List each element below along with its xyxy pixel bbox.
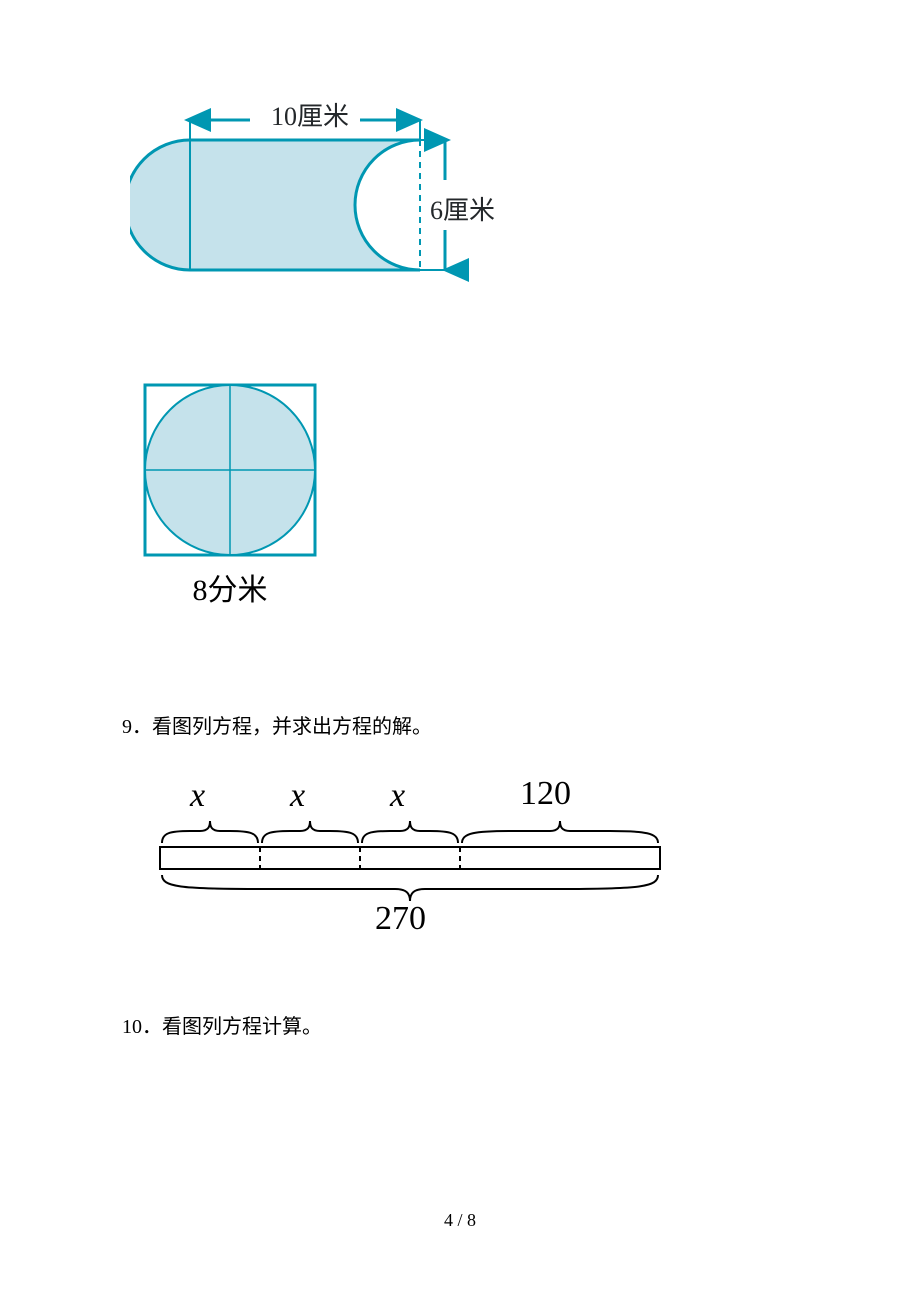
problem-9-line: 9．看图列方程，并求出方程的解。 [122,710,432,739]
page-number: 4 / 8 [0,1210,920,1231]
tape-diagram: x x x 120 270 [140,775,700,955]
stadium-right-label: 6厘米 [430,190,495,227]
astroid-svg [140,380,320,560]
figure-astroid: 8分米 [140,380,340,620]
figure-stadium: 10厘米 6厘米 [130,100,530,320]
problem-9-text: 看图列方程，并求出方程的解。 [152,716,432,738]
tape-x2: x [290,777,305,815]
bottom-brace [162,875,658,901]
stadium-top-label: 10厘米 [250,96,370,133]
problem-10-line: 10．看图列方程计算。 [122,1010,322,1039]
top-braces [162,821,658,843]
astroid-bottom-label: 8分米 [140,565,320,609]
tape-x1: x [190,777,205,815]
tape-120: 120 [520,775,571,813]
tape-270: 270 [375,900,426,938]
stadium-body [130,140,420,270]
tape-rect [160,847,660,869]
problem-9-number: 9． [122,716,152,738]
problem-10-number: 10． [122,1016,162,1038]
tape-x3: x [390,777,405,815]
problem-10-text: 看图列方程计算。 [162,1016,322,1038]
document-page: 10厘米 6厘米 8分米 9．看图列方程，并求出方程的解。 [0,0,920,1302]
